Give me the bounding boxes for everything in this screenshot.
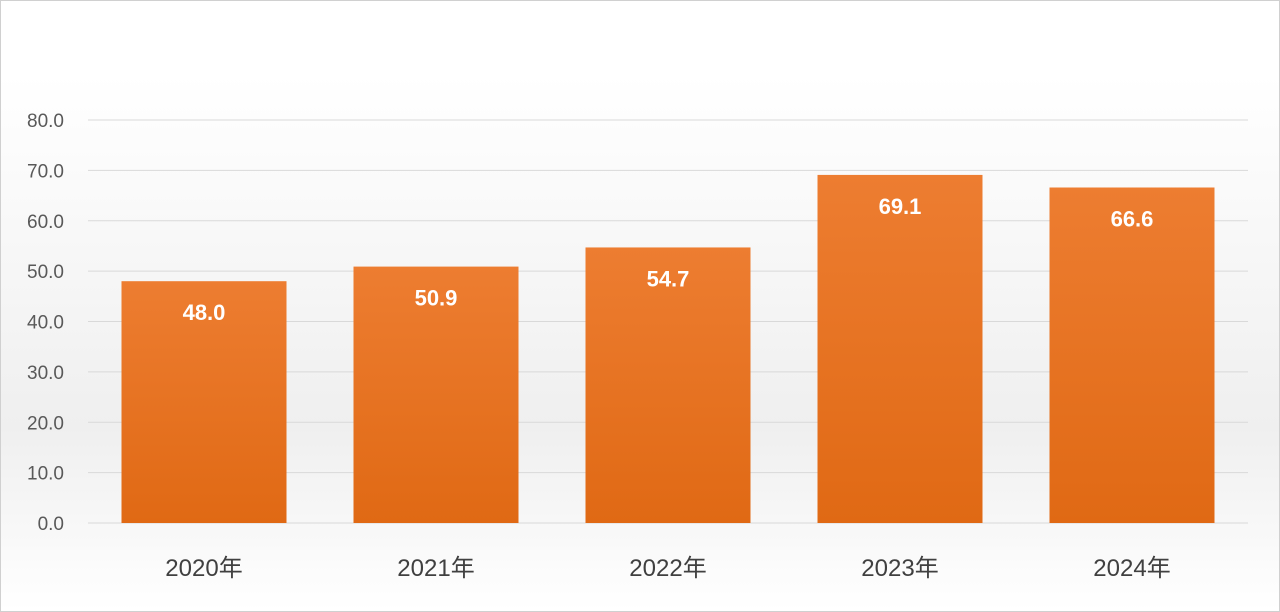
y-tick-label: 40.0 — [27, 313, 64, 334]
bar-2024年 — [1049, 187, 1215, 523]
bar-2023年 — [817, 174, 983, 523]
x-axis-category-labels: 2020年 2021年 2022年 2023年 2024年 — [165, 555, 1170, 582]
y-tick-label: 50.0 — [27, 262, 64, 283]
x-category-label: 2021年 — [397, 555, 474, 582]
data-labels: 48.0 50.9 54.7 69.1 66.6 — [183, 194, 1154, 325]
y-tick-label: 60.0 — [27, 212, 64, 233]
y-axis-tick-labels: 0.0 10.0 20.0 30.0 40.0 50.0 60.0 70.0 80.0 — [27, 111, 64, 535]
bar-2020年 — [121, 281, 287, 523]
bar-2022年 — [585, 247, 751, 524]
data-label: 69.1 — [879, 194, 922, 219]
data-label: 50.9 — [415, 286, 458, 311]
bars — [121, 174, 1215, 524]
x-category-label: 2023年 — [861, 555, 938, 582]
data-label: 66.6 — [1111, 207, 1154, 232]
y-tick-label: 30.0 — [27, 363, 64, 384]
y-tick-label: 70.0 — [27, 161, 64, 182]
y-tick-label: 80.0 — [27, 111, 64, 132]
data-label: 48.0 — [183, 300, 226, 325]
y-tick-label: 10.0 — [27, 464, 64, 485]
x-category-label: 2020年 — [165, 555, 242, 582]
x-category-label: 2022年 — [629, 555, 706, 582]
y-tick-label: 20.0 — [27, 413, 64, 434]
data-label: 54.7 — [647, 266, 690, 291]
x-category-label: 2024年 — [1093, 555, 1170, 582]
y-tick-label: 0.0 — [38, 514, 64, 535]
bar-2021年 — [353, 266, 519, 523]
